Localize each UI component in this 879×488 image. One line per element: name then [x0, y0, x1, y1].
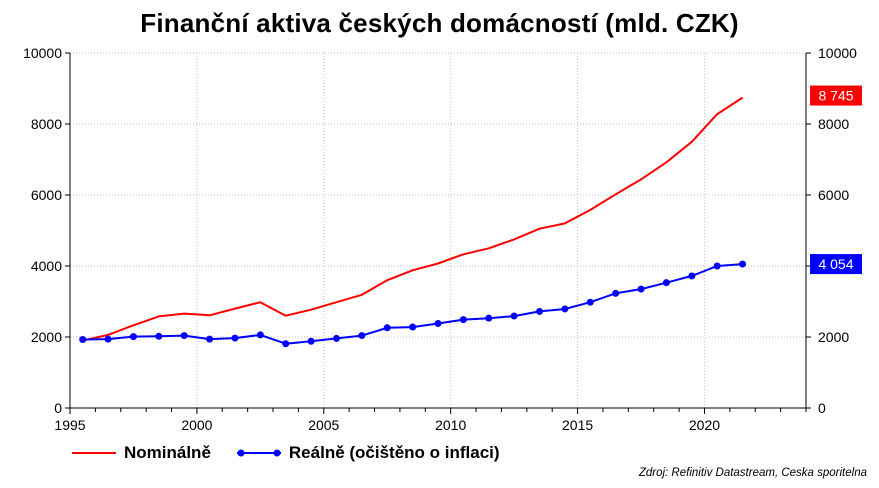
end-label-real: 4 054	[818, 256, 853, 272]
data-point	[434, 320, 442, 328]
data-point	[180, 332, 188, 340]
data-point	[231, 334, 239, 342]
y-tick-label-right: 8000	[818, 116, 849, 132]
data-point	[739, 260, 747, 268]
data-point	[79, 335, 87, 343]
x-tick-label: 1995	[54, 417, 85, 433]
y-tick-label-left: 6000	[31, 187, 62, 203]
source-note: Zdroj: Refinitiv Datastream, Ceska spori…	[638, 467, 867, 479]
legend: Nominálně Reálně (očištěno o inflaci)	[72, 443, 526, 463]
data-point	[637, 285, 645, 293]
data-point	[485, 314, 493, 322]
data-point	[129, 333, 137, 341]
data-point	[561, 305, 569, 313]
data-point	[104, 335, 112, 343]
x-tick-label: 2020	[689, 417, 720, 433]
y-tick-label-right: 2000	[818, 329, 849, 345]
x-tick-label: 2000	[181, 417, 212, 433]
y-tick-label-left: 8000	[31, 116, 62, 132]
end-label-box-nominal	[810, 85, 862, 106]
chart-title: Finanční aktiva českých domácností (mld.…	[140, 8, 739, 38]
end-value-labels: 8 745 4 054	[810, 85, 862, 275]
legend-label-real: Reálně (očištěno o inflaci)	[288, 443, 500, 462]
data-point	[307, 337, 315, 345]
end-label-nominal: 8 745	[818, 88, 853, 104]
legend-item-real: Reálně (očištěno o inflaci)	[236, 443, 500, 463]
data-point	[383, 324, 391, 332]
legend-item-nominal: Nominálně	[72, 443, 211, 463]
axes: 0020002000400040006000600080008000100001…	[23, 45, 857, 433]
series	[79, 96, 747, 348]
data-point	[409, 323, 417, 331]
data-point	[688, 272, 696, 280]
data-point	[358, 332, 366, 340]
y-tick-label-left: 2000	[31, 329, 62, 345]
data-point	[586, 298, 594, 306]
data-point	[612, 289, 620, 297]
x-tick-label: 2010	[435, 417, 466, 433]
legend-swatch-real	[236, 449, 281, 457]
grid-lines	[70, 52, 806, 408]
data-point	[332, 334, 340, 342]
x-tick-label: 2015	[562, 417, 593, 433]
y-tick-label-left: 10000	[23, 45, 62, 61]
y-tick-label-left: 0	[54, 400, 62, 416]
legend-swatch-nominal	[72, 452, 116, 454]
series-line-0	[82, 96, 744, 342]
data-point	[510, 312, 518, 320]
legend-label-nominal: Nominálně	[124, 443, 211, 462]
y-tick-label-right: 0	[818, 400, 826, 416]
data-point	[713, 262, 721, 270]
series-line-1	[82, 263, 743, 345]
data-point	[256, 331, 264, 339]
data-point	[459, 316, 467, 324]
data-point	[662, 279, 670, 287]
end-label-box-real	[810, 254, 862, 275]
y-tick-label-right: 6000	[818, 187, 849, 203]
data-point	[536, 307, 544, 315]
data-point	[155, 332, 163, 340]
data-point	[282, 340, 290, 348]
data-point	[206, 335, 214, 343]
x-tick-label: 2005	[308, 417, 339, 433]
y-tick-label-right: 10000	[818, 45, 857, 61]
y-tick-label-left: 4000	[31, 258, 62, 274]
